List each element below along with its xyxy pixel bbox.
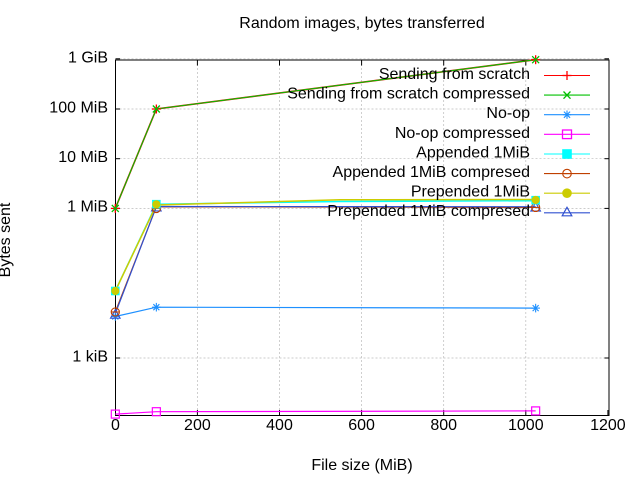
svg-text:1 GiB: 1 GiB xyxy=(68,50,108,67)
svg-text:800: 800 xyxy=(430,417,457,434)
svg-text:Sending from scratch: Sending from scratch xyxy=(379,66,530,83)
svg-text:Prepended 1MiB: Prepended 1MiB xyxy=(411,184,530,201)
svg-text:1000: 1000 xyxy=(508,417,544,434)
svg-text:1200: 1200 xyxy=(590,417,626,434)
svg-text:1 MiB: 1 MiB xyxy=(67,199,108,216)
svg-text:400: 400 xyxy=(266,417,293,434)
svg-text:Prepended 1MiB compresed: Prepended 1MiB compresed xyxy=(327,203,530,220)
svg-text:10 MiB: 10 MiB xyxy=(58,149,108,166)
svg-text:Appended 1MiB: Appended 1MiB xyxy=(416,144,530,161)
svg-text:Random images, bytes transferr: Random images, bytes transferred xyxy=(239,15,484,32)
svg-text:Bytes sent: Bytes sent xyxy=(0,202,14,277)
svg-text:100 MiB: 100 MiB xyxy=(49,100,108,117)
svg-text:No-op compressed: No-op compressed xyxy=(395,125,530,142)
svg-text:Appended 1MiB compresed: Appended 1MiB compresed xyxy=(333,164,530,181)
svg-text:1 kiB: 1 kiB xyxy=(72,349,108,366)
svg-text:Sending from scratch compresse: Sending from scratch compressed xyxy=(287,86,530,103)
svg-text:600: 600 xyxy=(348,417,375,434)
svg-text:No-op: No-op xyxy=(486,105,530,122)
svg-text:0: 0 xyxy=(111,417,120,434)
svg-text:200: 200 xyxy=(184,417,211,434)
svg-text:File size (MiB): File size (MiB) xyxy=(311,457,412,474)
